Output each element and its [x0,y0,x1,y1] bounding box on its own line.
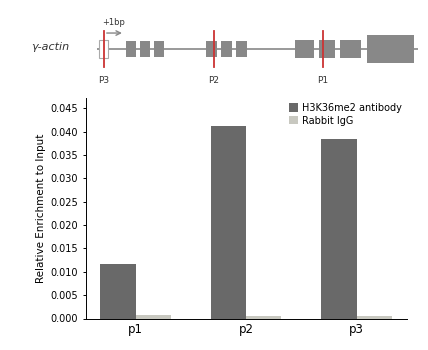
Bar [221,41,232,57]
Bar [140,41,150,57]
Bar [340,40,360,58]
Bar [101,40,109,58]
Bar [154,41,164,57]
Bar [206,41,217,57]
Bar [236,41,247,57]
Bar [127,41,136,57]
Bar [246,316,282,319]
Text: γ-actin: γ-actin [31,42,69,52]
Text: P2: P2 [208,76,219,85]
Text: P1: P1 [318,76,329,85]
Bar [319,40,335,58]
Y-axis label: Relative Enrichment to Input: Relative Enrichment to Input [36,134,46,283]
Bar [321,139,357,318]
Text: P3: P3 [98,76,109,85]
Bar [357,316,392,318]
Bar [211,126,246,318]
Bar [99,40,108,58]
Bar [100,264,136,318]
Bar [294,40,314,58]
Bar [367,35,414,63]
Legend: H3K36me2 antibody, Rabbit IgG: H3K36me2 antibody, Rabbit IgG [289,103,402,126]
Bar [136,315,171,319]
Text: +1bp: +1bp [102,18,125,27]
